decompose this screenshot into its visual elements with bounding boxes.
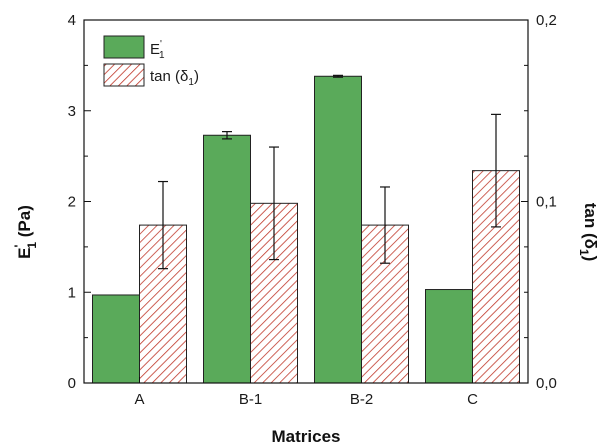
y-axis-right-title: tan (δ1) xyxy=(577,203,600,262)
errorbars-layer xyxy=(158,74,501,270)
bar-e1-c xyxy=(425,289,473,384)
legend-label-tan: tan (δ1) xyxy=(150,68,199,88)
x-tick-label-a: A xyxy=(134,391,144,408)
left-tick-label: 1 xyxy=(68,284,76,301)
left-axis: 0 1 2 3 4 xyxy=(68,12,91,392)
x-tick-label-b-2: B-2 xyxy=(350,391,373,408)
legend-label-e1: E' 1 xyxy=(150,39,165,61)
left-tick-label: 2 xyxy=(68,194,76,211)
y-axis-left-title: E'1 (Pa) xyxy=(12,205,39,259)
left-tick-label: 0 xyxy=(68,375,76,392)
legend-swatch-e1 xyxy=(103,35,145,59)
bar-e1-b-2 xyxy=(314,75,362,384)
x-axis-title: Matrices xyxy=(272,427,341,446)
x-tick-label-b-1: B-1 xyxy=(239,391,262,408)
x-tick-label-c: C xyxy=(467,391,478,408)
right-axis: 0,0 0,1 0,2 xyxy=(521,12,557,392)
x-axis: A B-1 B-2 C xyxy=(134,377,478,408)
right-tick-label: 0,1 xyxy=(536,194,557,211)
right-tick-label: 0,0 xyxy=(536,375,557,392)
left-tick-label: 3 xyxy=(68,103,76,120)
bar-e1-a xyxy=(92,294,140,384)
bar-e1-b-1 xyxy=(203,134,251,384)
legend: E' 1 tan (δ1) xyxy=(103,35,199,88)
legend-swatch-tan xyxy=(103,63,145,87)
right-tick-label: 0,2 xyxy=(536,12,557,29)
bars-layer xyxy=(92,75,520,384)
left-tick-label: 4 xyxy=(68,12,76,29)
